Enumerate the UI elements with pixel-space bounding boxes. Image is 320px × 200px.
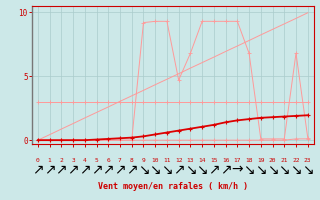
X-axis label: Vent moyen/en rafales ( km/h ): Vent moyen/en rafales ( km/h ) [98,182,248,191]
